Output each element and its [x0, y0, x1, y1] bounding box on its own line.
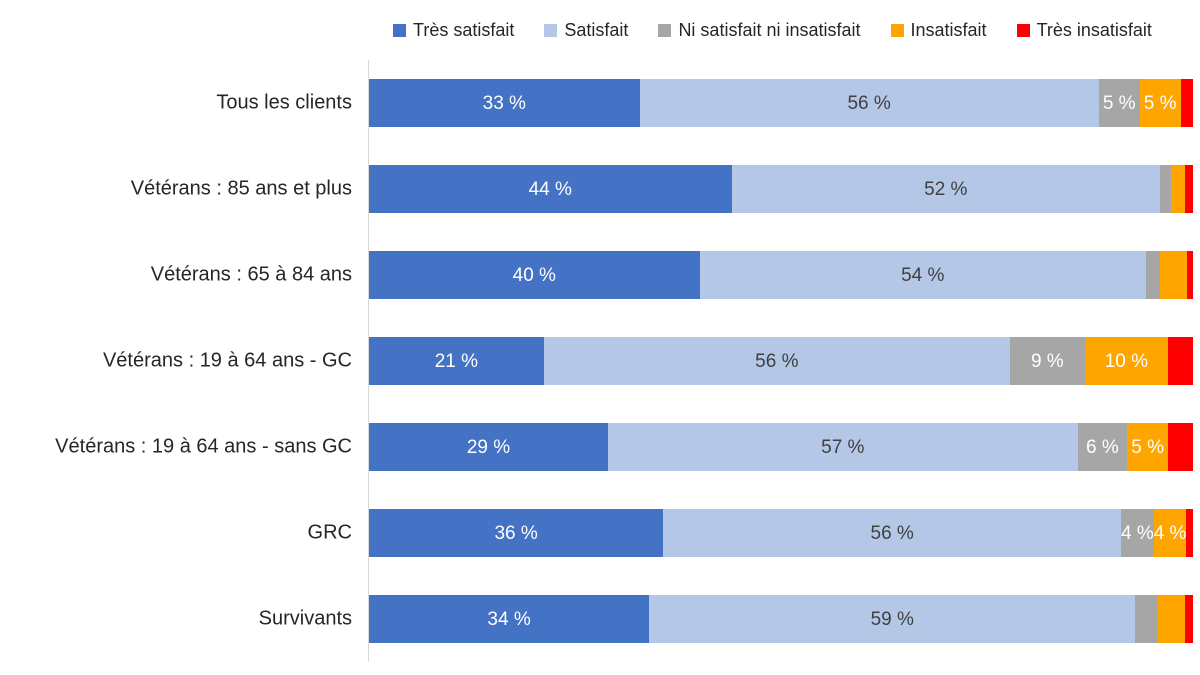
legend-color-swatch-icon — [658, 24, 672, 37]
legend-color-swatch-icon — [1016, 24, 1030, 37]
bar-row: Tous les clients 33 % 56 % 5 % 5 % — [216, 60, 1193, 146]
bar-segment: 33 % — [369, 79, 640, 127]
category-axis-line — [368, 60, 369, 662]
bar-segment: 5 % — [1127, 423, 1169, 471]
bar-segment — [1168, 423, 1193, 471]
segment-value-label: 57 % — [821, 436, 865, 458]
segment-value-label: 9 % — [1030, 350, 1064, 372]
bar-segment — [1158, 595, 1185, 643]
category-label: Vétérans : 19 à 64 ans - sans GC — [55, 435, 352, 458]
bar-row: Vétérans : 65 à 84 ans 40 % 54 % — [151, 232, 1193, 318]
bar-segment: 59 % — [649, 595, 1136, 643]
bar-row: Vétérans : 85 ans et plus 44 % 52 % — [131, 146, 1193, 232]
bar-segment: 21 % — [369, 337, 544, 385]
bar-row: Survivants 34 % 59 % — [259, 576, 1193, 662]
bar-segment: 5 % — [1098, 79, 1140, 127]
segment-value-label: 4 % — [1153, 522, 1187, 544]
legend-item: Ni satisfait ni insatisfait — [658, 20, 861, 41]
segment-value-label: 54 % — [901, 264, 945, 286]
legend-item: Insatisfait — [890, 20, 987, 41]
bar-segment: 52 % — [731, 165, 1161, 213]
bar-segment — [1184, 595, 1193, 643]
bar-segment — [1135, 595, 1159, 643]
legend-color-swatch-icon — [890, 24, 904, 37]
category-label: GRC — [307, 521, 352, 544]
segment-value-label: 40 % — [512, 264, 556, 286]
segment-value-label: 5 % — [1102, 92, 1136, 114]
chart-legend: Très satisfait Satisfait Ni satisfait ni i… — [350, 20, 1195, 41]
segment-value-label: 36 % — [494, 522, 538, 544]
bar-segment — [1186, 509, 1193, 557]
segment-value-label: 56 % — [870, 522, 914, 544]
bar-segment: 57 % — [607, 423, 1078, 471]
bar-track: 36 % 56 % 4 % 4 % — [369, 509, 1193, 557]
segment-value-label: 21 % — [434, 350, 479, 372]
segment-value-label: 6 % — [1085, 436, 1119, 458]
bar-segment: 40 % — [369, 251, 700, 299]
segment-value-label: 52 % — [924, 178, 968, 200]
bar-segment — [1170, 165, 1185, 213]
segment-value-label: 5 % — [1131, 436, 1165, 458]
legend-label: Satisfait — [564, 20, 629, 40]
category-label: Tous les clients — [216, 91, 352, 114]
bar-segment — [1145, 251, 1160, 299]
legend-color-swatch-icon — [544, 24, 558, 37]
segment-value-label: 44 % — [528, 178, 572, 200]
segment-value-label: 4 % — [1121, 522, 1154, 544]
bar-segment: 9 % — [1009, 337, 1085, 385]
legend-label: Très satisfait — [413, 20, 515, 40]
segment-value-label: 34 % — [487, 608, 531, 630]
bar-segment: 29 % — [369, 423, 608, 471]
legend-item: Très insatisfait — [1016, 20, 1152, 41]
segment-value-label: 56 % — [847, 92, 891, 114]
bar-track: 34 % 59 % — [369, 595, 1193, 643]
bar-segment: 4 % — [1121, 509, 1154, 557]
bar-segment — [1184, 165, 1193, 213]
bar-segment — [1180, 79, 1193, 127]
bar-segment: 4 % — [1153, 509, 1187, 557]
bar-track: 21 % 56 % 9 % 10 % — [369, 337, 1193, 385]
bar-track: 33 % 56 % 5 % 5 % — [369, 79, 1193, 127]
category-label: Vétérans : 65 à 84 ans — [150, 263, 352, 286]
bar-track: 40 % 54 % — [369, 251, 1193, 299]
legend-label: Insatisfait — [910, 20, 987, 40]
bar-track: 29 % 57 % 6 % 5 % — [369, 423, 1193, 471]
bar-segment: 56 % — [663, 509, 1122, 557]
plot-area: Tous les clients 33 % 56 % 5 % 5 % Vétérans :… — [0, 60, 1193, 662]
bar-row: GRC 36 % 56 % 4 % 4 % — [308, 490, 1193, 576]
bar-row: Vétérans : 19 à 64 ans - GC 21 % 56 % 9 % 10… — [103, 318, 1193, 404]
legend-item: Très satisfait — [393, 20, 514, 41]
bar-segment: 34 % — [369, 595, 650, 643]
category-label: Vétérans : 85 ans et plus — [130, 177, 352, 200]
legend-label: Ni satisfait ni insatisfait — [678, 20, 861, 40]
legend-item: Satisfait — [544, 20, 628, 41]
bar-segment — [1187, 251, 1193, 299]
bar-segment: 10 % — [1084, 337, 1168, 385]
segment-value-label: 56 % — [755, 350, 799, 372]
bar-segment — [1159, 251, 1188, 299]
bar-row: Vétérans : 19 à 64 ans - sans GC 29 % 57 %… — [55, 404, 1193, 490]
segment-value-label: 5 % — [1143, 92, 1177, 114]
bar-segment: 36 % — [369, 509, 664, 557]
segment-value-label: 29 % — [466, 436, 511, 458]
bar-segment: 56 % — [639, 79, 1099, 127]
segment-value-label: 33 % — [482, 92, 526, 114]
bar-segment — [1160, 165, 1171, 213]
bar-segment: 56 % — [543, 337, 1010, 385]
legend-color-swatch-icon — [393, 24, 407, 37]
bar-segment: 5 % — [1139, 79, 1181, 127]
bar-rows: Tous les clients 33 % 56 % 5 % 5 % Vétérans :… — [55, 60, 1193, 662]
bar-segment: 44 % — [369, 165, 732, 213]
segment-value-label: 10 % — [1104, 350, 1149, 372]
category-label: Vétérans : 19 à 64 ans - GC — [102, 349, 352, 372]
legend-label: Très insatisfait — [1036, 20, 1152, 40]
segment-value-label: 59 % — [870, 608, 914, 630]
bar-segment: 6 % — [1077, 423, 1128, 471]
bar-track: 44 % 52 % — [369, 165, 1193, 213]
bar-segment — [1168, 337, 1193, 385]
bar-segment: 54 % — [699, 251, 1146, 299]
category-label: Survivants — [258, 607, 352, 630]
